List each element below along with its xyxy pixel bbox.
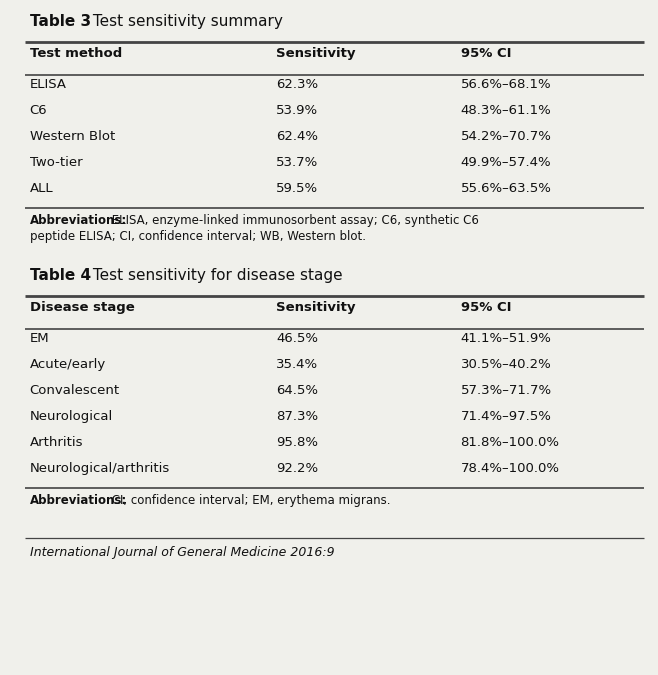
- Text: 41.1%–51.9%: 41.1%–51.9%: [461, 332, 551, 345]
- Text: Abbreviations:: Abbreviations:: [30, 494, 127, 507]
- Text: Disease stage: Disease stage: [30, 301, 134, 314]
- Text: Sensitivity: Sensitivity: [276, 47, 356, 60]
- Text: 57.3%–71.7%: 57.3%–71.7%: [461, 384, 551, 397]
- Text: 46.5%: 46.5%: [276, 332, 318, 345]
- Text: 53.7%: 53.7%: [276, 156, 318, 169]
- Text: 49.9%–57.4%: 49.9%–57.4%: [461, 156, 551, 169]
- Text: Test sensitivity summary: Test sensitivity summary: [88, 14, 282, 29]
- Text: C6: C6: [30, 104, 47, 117]
- Text: peptide ELISA; CI, confidence interval; WB, Western blot.: peptide ELISA; CI, confidence interval; …: [30, 230, 366, 243]
- Text: 81.8%–100.0%: 81.8%–100.0%: [461, 436, 559, 449]
- Text: 95.8%: 95.8%: [276, 436, 318, 449]
- Text: 35.4%: 35.4%: [276, 358, 318, 371]
- Text: 95% CI: 95% CI: [461, 47, 511, 60]
- Text: Neurological/arthritis: Neurological/arthritis: [30, 462, 170, 475]
- Text: Test method: Test method: [30, 47, 122, 60]
- Text: EM: EM: [30, 332, 49, 345]
- Text: Convalescent: Convalescent: [30, 384, 120, 397]
- Text: 48.3%–61.1%: 48.3%–61.1%: [461, 104, 551, 117]
- Text: Abbreviations:: Abbreviations:: [30, 214, 127, 227]
- Text: 71.4%–97.5%: 71.4%–97.5%: [461, 410, 551, 423]
- Text: ALL: ALL: [30, 182, 53, 195]
- Text: CI, confidence interval; EM, erythema migrans.: CI, confidence interval; EM, erythema mi…: [108, 494, 390, 507]
- Text: 64.5%: 64.5%: [276, 384, 318, 397]
- Text: Acute/early: Acute/early: [30, 358, 106, 371]
- Text: ELISA: ELISA: [30, 78, 66, 91]
- Text: 62.3%: 62.3%: [276, 78, 318, 91]
- Text: 53.9%: 53.9%: [276, 104, 318, 117]
- Text: 87.3%: 87.3%: [276, 410, 318, 423]
- Text: Sensitivity: Sensitivity: [276, 301, 356, 314]
- Text: 54.2%–70.7%: 54.2%–70.7%: [461, 130, 551, 143]
- Text: 92.2%: 92.2%: [276, 462, 318, 475]
- Text: 95% CI: 95% CI: [461, 301, 511, 314]
- Text: 56.6%–68.1%: 56.6%–68.1%: [461, 78, 551, 91]
- Text: 30.5%–40.2%: 30.5%–40.2%: [461, 358, 551, 371]
- Text: International Journal of General Medicine 2016:9: International Journal of General Medicin…: [30, 546, 334, 559]
- Text: ELISA, enzyme-linked immunosorbent assay; C6, synthetic C6: ELISA, enzyme-linked immunosorbent assay…: [108, 214, 478, 227]
- Text: Table 3: Table 3: [30, 14, 91, 29]
- Text: 78.4%–100.0%: 78.4%–100.0%: [461, 462, 559, 475]
- Text: Neurological: Neurological: [30, 410, 113, 423]
- Text: Western Blot: Western Blot: [30, 130, 115, 143]
- Text: Arthritis: Arthritis: [30, 436, 83, 449]
- Text: 62.4%: 62.4%: [276, 130, 318, 143]
- Text: Two-tier: Two-tier: [30, 156, 82, 169]
- Text: 59.5%: 59.5%: [276, 182, 318, 195]
- Text: 55.6%–63.5%: 55.6%–63.5%: [461, 182, 551, 195]
- Text: Table 4: Table 4: [30, 268, 91, 283]
- Text: Test sensitivity for disease stage: Test sensitivity for disease stage: [88, 268, 342, 283]
